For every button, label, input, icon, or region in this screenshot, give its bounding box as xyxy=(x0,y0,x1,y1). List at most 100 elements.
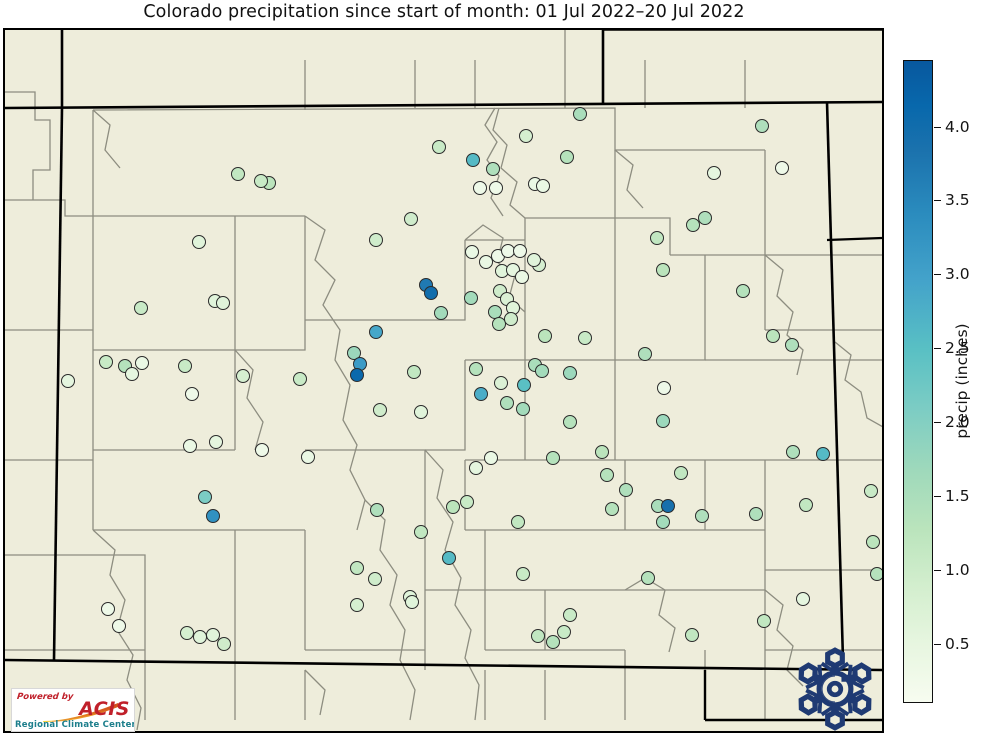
station-marker[interactable] xyxy=(866,535,880,549)
station-marker[interactable] xyxy=(557,625,571,639)
station-marker[interactable] xyxy=(536,179,550,193)
station-marker[interactable] xyxy=(517,378,531,392)
station-marker[interactable] xyxy=(638,347,652,361)
station-marker[interactable] xyxy=(755,119,769,133)
station-marker[interactable] xyxy=(605,502,619,516)
station-marker[interactable] xyxy=(206,509,220,523)
station-marker[interactable] xyxy=(650,231,664,245)
station-marker[interactable] xyxy=(600,468,614,482)
station-marker[interactable] xyxy=(61,374,75,388)
station-marker[interactable] xyxy=(799,498,813,512)
station-marker[interactable] xyxy=(373,403,387,417)
station-marker[interactable] xyxy=(749,507,763,521)
station-marker[interactable] xyxy=(180,626,194,640)
station-marker[interactable] xyxy=(546,451,560,465)
station-marker[interactable] xyxy=(465,245,479,259)
station-marker[interactable] xyxy=(489,181,503,195)
station-marker[interactable] xyxy=(573,107,587,121)
station-marker[interactable] xyxy=(656,414,670,428)
station-marker[interactable] xyxy=(424,286,438,300)
station-marker[interactable] xyxy=(479,255,493,269)
station-marker[interactable] xyxy=(595,445,609,459)
station-marker[interactable] xyxy=(519,129,533,143)
station-marker[interactable] xyxy=(546,635,560,649)
station-marker[interactable] xyxy=(135,356,149,370)
station-marker[interactable] xyxy=(193,630,207,644)
station-marker[interactable] xyxy=(446,500,460,514)
station-marker[interactable] xyxy=(516,567,530,581)
station-marker[interactable] xyxy=(442,551,456,565)
station-marker[interactable] xyxy=(231,167,245,181)
station-marker[interactable] xyxy=(707,166,721,180)
station-marker[interactable] xyxy=(464,291,478,305)
station-marker[interactable] xyxy=(515,270,529,284)
station-marker[interactable] xyxy=(736,284,750,298)
station-marker[interactable] xyxy=(698,211,712,225)
station-marker[interactable] xyxy=(474,387,488,401)
station-marker[interactable] xyxy=(254,174,268,188)
station-marker[interactable] xyxy=(178,359,192,373)
station-marker[interactable] xyxy=(757,614,771,628)
station-marker[interactable] xyxy=(695,509,709,523)
station-marker[interactable] xyxy=(661,499,675,513)
station-marker[interactable] xyxy=(504,312,518,326)
station-marker[interactable] xyxy=(293,372,307,386)
station-marker[interactable] xyxy=(125,367,139,381)
station-marker[interactable] xyxy=(619,483,633,497)
station-marker[interactable] xyxy=(786,445,800,459)
station-marker[interactable] xyxy=(134,301,148,315)
station-marker[interactable] xyxy=(473,181,487,195)
station-marker[interactable] xyxy=(656,515,670,529)
station-marker[interactable] xyxy=(350,598,364,612)
station-marker[interactable] xyxy=(531,629,545,643)
station-marker[interactable] xyxy=(112,619,126,633)
station-marker[interactable] xyxy=(560,150,574,164)
station-marker[interactable] xyxy=(405,595,419,609)
station-marker[interactable] xyxy=(434,306,448,320)
station-marker[interactable] xyxy=(407,365,421,379)
station-marker[interactable] xyxy=(766,329,780,343)
station-marker[interactable] xyxy=(494,376,508,390)
station-marker[interactable] xyxy=(686,218,700,232)
station-marker[interactable] xyxy=(460,495,474,509)
station-marker[interactable] xyxy=(469,362,483,376)
station-marker[interactable] xyxy=(484,451,498,465)
station-marker[interactable] xyxy=(864,484,878,498)
station-marker[interactable] xyxy=(192,235,206,249)
station-marker[interactable] xyxy=(414,405,428,419)
station-marker[interactable] xyxy=(368,572,382,586)
station-marker[interactable] xyxy=(516,402,530,416)
station-marker[interactable] xyxy=(674,466,688,480)
station-marker[interactable] xyxy=(404,212,418,226)
station-marker[interactable] xyxy=(206,628,220,642)
station-marker[interactable] xyxy=(255,443,269,457)
station-marker[interactable] xyxy=(369,233,383,247)
station-marker[interactable] xyxy=(656,263,670,277)
station-marker[interactable] xyxy=(101,602,115,616)
station-marker[interactable] xyxy=(469,461,483,475)
station-marker[interactable] xyxy=(563,415,577,429)
station-marker[interactable] xyxy=(432,140,446,154)
station-marker[interactable] xyxy=(183,439,197,453)
station-marker[interactable] xyxy=(486,162,500,176)
snowflake-logo-icon[interactable] xyxy=(789,646,881,732)
station-marker[interactable] xyxy=(511,515,525,529)
station-marker[interactable] xyxy=(217,637,231,651)
station-marker[interactable] xyxy=(500,396,514,410)
station-marker[interactable] xyxy=(796,592,810,606)
station-marker[interactable] xyxy=(301,450,315,464)
station-marker[interactable] xyxy=(775,161,789,175)
station-marker[interactable] xyxy=(685,628,699,642)
station-marker[interactable] xyxy=(236,369,250,383)
station-marker[interactable] xyxy=(513,244,527,258)
station-marker[interactable] xyxy=(198,490,212,504)
station-marker[interactable] xyxy=(563,608,577,622)
station-marker[interactable] xyxy=(369,325,383,339)
station-marker[interactable] xyxy=(209,435,223,449)
station-marker[interactable] xyxy=(350,368,364,382)
station-marker[interactable] xyxy=(563,366,577,380)
map-plot-area[interactable] xyxy=(3,28,884,733)
station-marker[interactable] xyxy=(535,364,549,378)
station-marker[interactable] xyxy=(816,447,830,461)
station-marker[interactable] xyxy=(527,253,541,267)
